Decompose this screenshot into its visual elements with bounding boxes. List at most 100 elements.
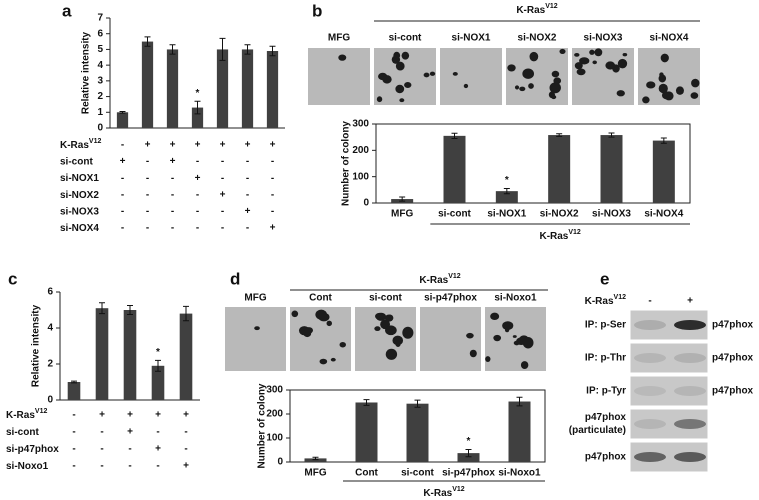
colony-spot	[549, 82, 561, 94]
condition-mark: +	[170, 140, 176, 151]
condition-label-sup: V12	[35, 408, 48, 415]
colony-spot	[574, 62, 583, 70]
condition-label: si-NOX2	[60, 189, 99, 200]
colony-spot	[551, 70, 560, 78]
error-bar	[119, 111, 126, 114]
colony-spot	[559, 48, 566, 55]
bar	[548, 135, 571, 203]
lane-label: -	[648, 296, 651, 307]
colony-spot	[326, 320, 332, 327]
condition-mark: +	[120, 156, 126, 167]
x-tick-label: si-p47phox	[442, 468, 495, 479]
image-label: MFG	[244, 293, 266, 304]
condition-mark: -	[196, 189, 199, 200]
blot-strip	[629, 375, 709, 407]
y-tick-label: 100	[352, 171, 369, 182]
plot-frame	[375, 123, 691, 204]
blot-band	[634, 452, 666, 462]
condition-label: K-RasV12	[6, 408, 47, 420]
panel-letter: b	[312, 1, 322, 20]
row-label: IP: p-Tyr	[586, 386, 626, 397]
condition-mark: -	[221, 173, 224, 184]
header-label-main: K-Ras	[516, 5, 545, 16]
header-label: K-RasV12	[516, 3, 557, 15]
condition-label: si-Noxo1	[6, 461, 49, 472]
colony-spot	[661, 91, 670, 100]
condition-label-main: K-Ras	[6, 410, 35, 421]
condition-mark: -	[156, 427, 159, 438]
bar	[141, 41, 154, 129]
condition-mark: +	[245, 140, 251, 151]
colony-spot	[520, 361, 529, 369]
error-bar	[465, 449, 472, 458]
condition-mark: -	[196, 206, 199, 217]
condition-mark: +	[220, 140, 226, 151]
bar	[600, 135, 623, 203]
y-tick-label: 0	[277, 457, 283, 468]
colony-spot	[551, 95, 557, 100]
error-bar	[194, 100, 201, 115]
colony-spot	[522, 68, 535, 79]
condition-mark: -	[146, 189, 149, 200]
row-label: p47phox	[585, 412, 627, 423]
y-tick-label: 5	[97, 44, 103, 55]
condition-mark: +	[270, 140, 276, 151]
condition-mark: -	[72, 410, 75, 421]
colony-spot	[576, 68, 586, 76]
colony-spot	[485, 356, 491, 362]
error-bar	[183, 305, 189, 322]
bar	[508, 401, 531, 462]
x-tick-label: si-NOX4	[644, 209, 683, 220]
y-axis-label: Number of colony	[257, 383, 268, 468]
y-tick-label: 100	[266, 433, 283, 444]
header-label-sup: V12	[448, 273, 461, 280]
error-bar	[144, 36, 151, 47]
panel-letter: a	[62, 1, 72, 20]
condition-mark: -	[72, 427, 75, 438]
error-bar	[219, 37, 226, 61]
condition-mark: -	[100, 444, 103, 455]
condition-mark: +	[195, 173, 201, 184]
condition-mark: -	[221, 156, 224, 167]
y-tick-label: 3	[97, 75, 103, 86]
colony-spot	[660, 53, 669, 63]
condition-mark: -	[121, 223, 124, 234]
condition-mark: -	[146, 173, 149, 184]
condition-mark: -	[146, 206, 149, 217]
header-label-main: K-Ras	[585, 296, 614, 307]
colony-spot	[384, 314, 394, 322]
colony-spot	[402, 326, 414, 339]
header-label-sup: V12	[614, 294, 627, 301]
condition-label: K-RasV12	[60, 138, 101, 150]
panel-letter: e	[600, 269, 609, 288]
colony-spot	[404, 82, 412, 89]
condition-mark: -	[72, 444, 75, 455]
colony-spot	[522, 336, 534, 349]
condition-label: si-cont	[60, 156, 93, 167]
blot-band	[674, 452, 706, 462]
error-bar	[99, 302, 105, 315]
bar	[241, 49, 254, 128]
colony-spot	[528, 83, 534, 89]
condition-mark: -	[246, 173, 249, 184]
y-tick-label: 0	[47, 395, 53, 406]
colony-spot	[519, 86, 526, 92]
group-label-sup: V12	[568, 229, 581, 236]
colony-spot	[429, 71, 436, 76]
condition-mark: +	[155, 410, 161, 421]
y-tick-label: 300	[352, 119, 369, 130]
bar	[123, 310, 137, 400]
condition-mark: -	[184, 427, 187, 438]
panel-letter: c	[8, 269, 17, 288]
image-label: si-cont	[389, 33, 422, 44]
row-label: p47phox	[585, 452, 627, 463]
group-label-sup: V12	[452, 486, 465, 493]
colony-spot	[512, 335, 517, 338]
y-tick-label: 7	[97, 13, 103, 24]
condition-mark: -	[100, 461, 103, 472]
colony-spot	[514, 85, 520, 90]
condition-label-main: si-cont	[60, 156, 93, 167]
image-label: si-NOX1	[452, 33, 491, 44]
colony-spot	[382, 75, 392, 84]
condition-mark: -	[171, 173, 174, 184]
